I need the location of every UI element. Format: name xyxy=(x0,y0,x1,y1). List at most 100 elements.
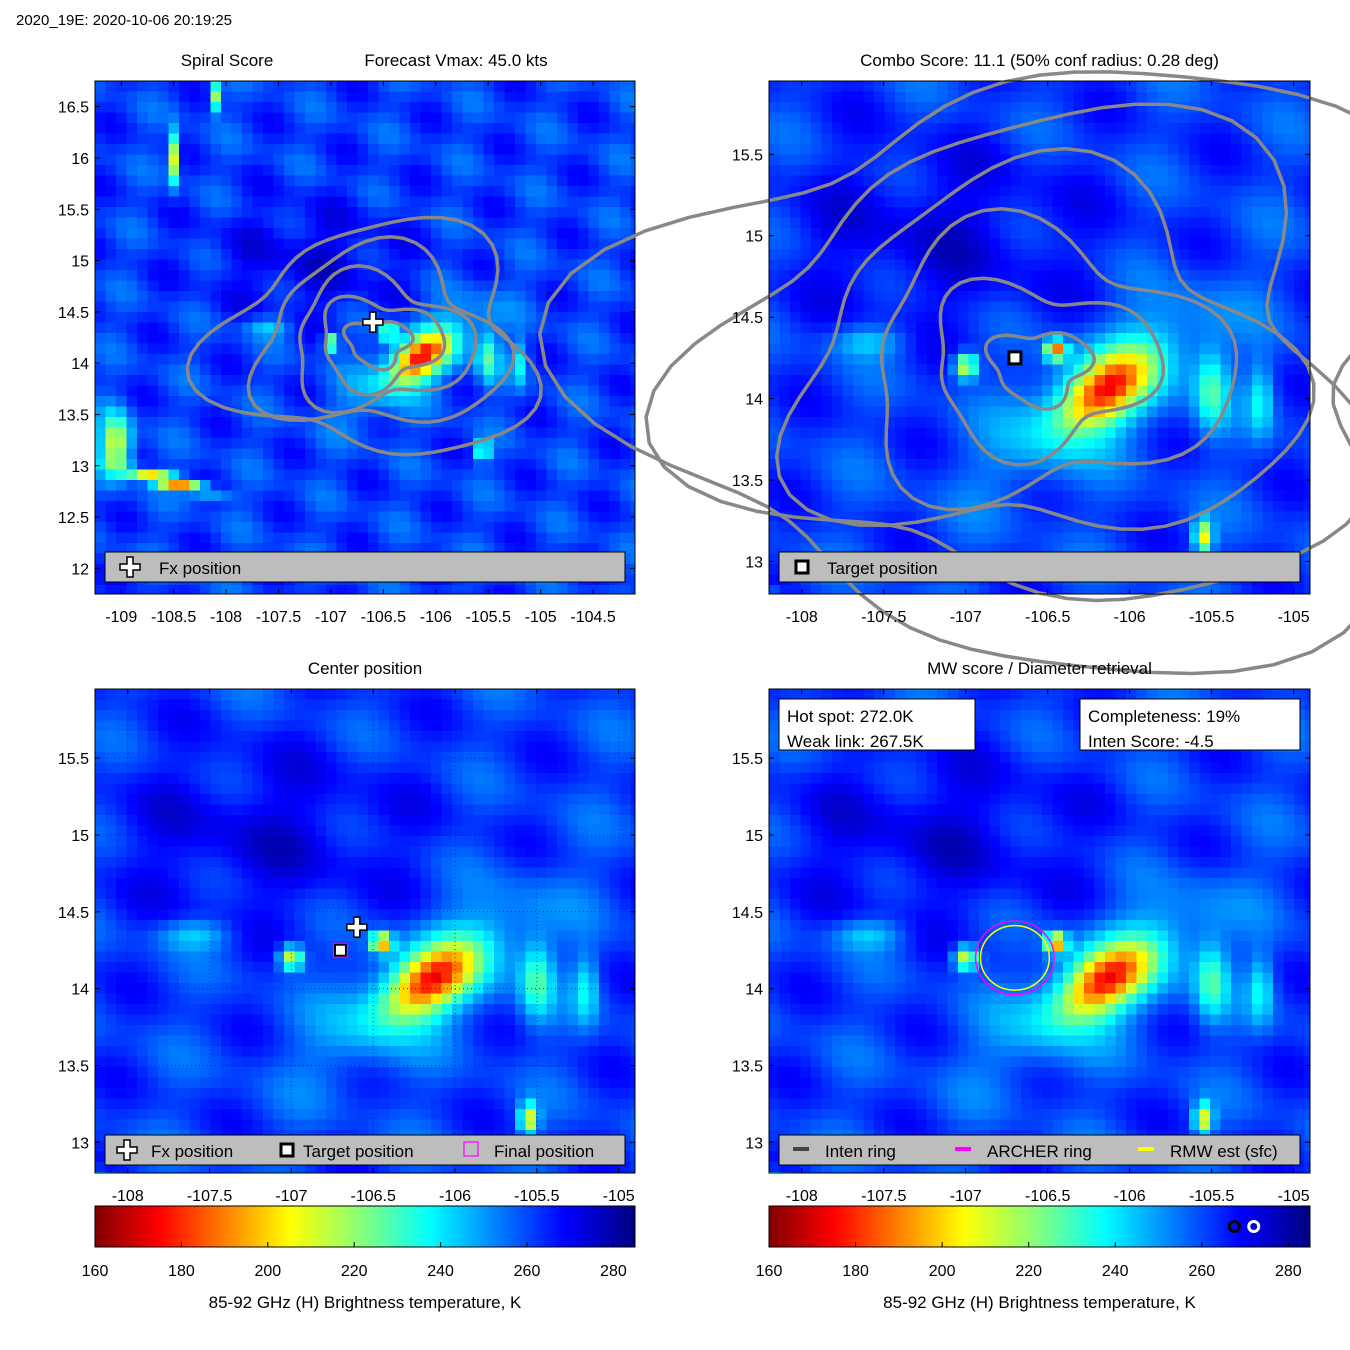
colorbar-tick-label: 220 xyxy=(341,1263,368,1280)
y-tick-label: 14.5 xyxy=(58,305,89,322)
inten-score-label: Inten Score: -4.5 xyxy=(1088,732,1214,751)
colorbar-tick-label: 280 xyxy=(1275,1263,1302,1280)
legend-label: Target position xyxy=(303,1142,414,1161)
legend-square-icon xyxy=(794,559,810,575)
y-tick-label: 15.5 xyxy=(58,751,89,768)
y-tick-label: 14.5 xyxy=(732,310,763,327)
y-tick-label: 15 xyxy=(71,828,89,845)
x-tick-label: -107 xyxy=(950,609,982,626)
panel-center: Fx position Target position Final position… xyxy=(58,659,636,1205)
colorbar-gradient xyxy=(768,1205,1311,1248)
contour-ring xyxy=(983,330,1096,411)
colorbar-tick-label: 240 xyxy=(427,1263,454,1280)
x-tick-label: -106.5 xyxy=(350,1188,395,1205)
contour-ring xyxy=(538,70,1350,676)
target-position-marker xyxy=(1007,350,1023,366)
y-tick-label: 12.5 xyxy=(58,510,89,527)
x-tick-label: -108 xyxy=(210,609,242,626)
target-position-marker xyxy=(332,942,348,958)
contour-ring xyxy=(341,319,415,372)
y-tick-label: 13 xyxy=(745,1135,763,1152)
colorbar-tick-label: 260 xyxy=(514,1263,541,1280)
panel-subtitle: Forecast Vmax: 45.0 kts xyxy=(364,51,547,70)
colorbar-marker xyxy=(1227,1220,1241,1233)
grid-lines xyxy=(95,689,635,1173)
archer-ring xyxy=(974,920,1056,996)
legend-square-icon xyxy=(279,1142,295,1158)
heatmap-image xyxy=(95,689,635,1173)
y-tick-label: 15.5 xyxy=(58,202,89,219)
x-tick-label: -107 xyxy=(315,609,347,626)
legend-label: Inten ring xyxy=(825,1142,896,1161)
legend-plus-icon xyxy=(119,556,141,578)
fx-position-marker xyxy=(346,916,368,938)
colorbar-2: 160 180 200 220 240 260 280 85-92 GHz (H) Brigh… xyxy=(756,1205,1311,1312)
x-tick-label: -105.5 xyxy=(514,1188,559,1205)
x-tick-label: -105 xyxy=(525,609,557,626)
legend: Fx position Target position Final position xyxy=(104,1134,626,1166)
info-box-hotspot: Hot spot: 272.0K Weak link: 267.5K xyxy=(778,698,976,751)
colorbar-marker xyxy=(1247,1220,1261,1233)
x-tick-label: -106.5 xyxy=(361,609,406,626)
info-box-completeness: Completeness: 19% Inten Score: -4.5 xyxy=(1079,698,1301,751)
fx-position-marker xyxy=(362,311,384,333)
axes-frame xyxy=(94,80,636,595)
colorbar-tick-label: 180 xyxy=(842,1263,869,1280)
legend-label: ARCHER ring xyxy=(987,1142,1092,1161)
x-tick-label: -106.5 xyxy=(1025,609,1070,626)
panel-spiral: Fx position -109 -108.5 -108 -107.5 -107 -106.… xyxy=(58,51,636,626)
heatmap-image xyxy=(95,81,635,594)
y-tick-label: 14.5 xyxy=(58,905,89,922)
x-tick-label: -109 xyxy=(105,609,137,626)
x-tick-label: -106 xyxy=(420,609,452,626)
colorbar-label: 85-92 GHz (H) Brightness temperature, K xyxy=(883,1293,1196,1312)
y-tick-label: 13 xyxy=(71,1135,89,1152)
x-tick-label: -106 xyxy=(439,1188,471,1205)
x-tick-label: -108.5 xyxy=(151,609,196,626)
contour-ring xyxy=(644,102,1350,603)
x-tick-label: -105.5 xyxy=(1189,1188,1234,1205)
x-tick-label: -105 xyxy=(603,1188,635,1205)
contour-lines xyxy=(185,215,543,457)
panel-title: Combo Score: 11.1 (50% conf radius: 0.28… xyxy=(860,51,1219,70)
weak-link-label: Weak link: 267.5K xyxy=(787,732,924,751)
legend: Inten ring ARCHER ring RMW est (sfc) xyxy=(778,1134,1301,1166)
y-tick-label: 14 xyxy=(745,982,763,999)
heatmap-image xyxy=(769,689,1310,1173)
x-tick-label: -106.5 xyxy=(1025,1188,1070,1205)
x-tick-label: -107 xyxy=(950,1188,982,1205)
y-tick-label: 13.5 xyxy=(732,473,763,490)
y-tick-label: 14.5 xyxy=(732,905,763,922)
contour-ring xyxy=(185,215,543,457)
axes-frame xyxy=(768,688,1311,1174)
legend-label: Target position xyxy=(827,559,938,578)
x-tick-label: -107 xyxy=(275,1188,307,1205)
y-tick-label: 15 xyxy=(745,229,763,246)
axes-frame xyxy=(768,80,1311,595)
legend-label: RMW est (sfc) xyxy=(1170,1142,1278,1161)
axis-ticks: -108 -107.5 -107 -106.5 -106 -105.5 -105 13 13.5… xyxy=(732,81,1310,626)
legend: Target position xyxy=(778,551,1301,583)
axis-ticks: -108 -107.5 -107 -106.5 -106 -105.5 -105 13 13.5… xyxy=(732,689,1310,1205)
colorbar-tick-label: 220 xyxy=(1015,1263,1042,1280)
y-tick-label: 12 xyxy=(71,561,89,578)
y-tick-label: 14 xyxy=(71,982,89,999)
contour-ring xyxy=(246,235,516,424)
y-tick-label: 15.5 xyxy=(732,147,763,164)
y-tick-label: 13.5 xyxy=(58,1058,89,1075)
legend-magenta-square-icon xyxy=(463,1141,479,1157)
y-tick-label: 16 xyxy=(71,151,89,168)
y-tick-label: 13.5 xyxy=(732,1058,763,1075)
x-tick-label: -105 xyxy=(1278,1188,1310,1205)
x-tick-label: -105 xyxy=(1278,609,1310,626)
x-tick-label: -108 xyxy=(786,609,818,626)
x-tick-label: -107.5 xyxy=(861,609,906,626)
legend-plus-icon xyxy=(116,1139,138,1161)
colorbar-tick-label: 160 xyxy=(82,1263,109,1280)
axes-frame xyxy=(94,688,636,1174)
legend: Fx position xyxy=(104,551,626,583)
x-tick-label: -107.5 xyxy=(861,1188,906,1205)
x-tick-label: -107.5 xyxy=(187,1188,232,1205)
y-tick-label: 14 xyxy=(71,356,89,373)
legend-label: Fx position xyxy=(151,1142,233,1161)
